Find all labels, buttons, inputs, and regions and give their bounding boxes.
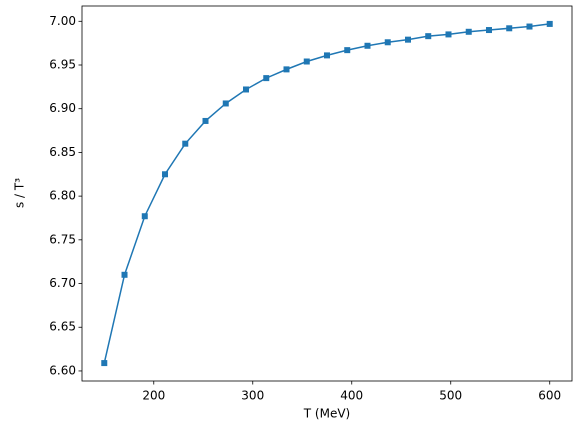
marker xyxy=(526,23,533,30)
y-tick-label: 6.95 xyxy=(49,58,76,72)
marker xyxy=(465,28,472,35)
marker xyxy=(283,66,290,73)
y-tick-label: 6.80 xyxy=(49,189,76,203)
y-tick-label: 6.65 xyxy=(49,320,76,334)
x-tick-label: 200 xyxy=(142,389,165,403)
y-tick-label: 6.75 xyxy=(49,232,76,246)
marker xyxy=(384,39,391,46)
y-tick-label: 6.60 xyxy=(49,363,76,377)
marker xyxy=(101,360,108,367)
marker xyxy=(404,36,411,43)
marker xyxy=(202,117,209,124)
marker xyxy=(485,27,492,34)
x-tick-label: 500 xyxy=(439,389,462,403)
marker xyxy=(364,42,371,49)
marker xyxy=(445,31,452,38)
y-tick-label: 7.00 xyxy=(49,14,76,28)
y-axis-label: s / T³ xyxy=(13,178,27,208)
x-axis-label: T (MeV) xyxy=(303,407,350,421)
marker xyxy=(344,47,351,54)
marker xyxy=(546,20,553,27)
x-tick-label: 400 xyxy=(340,389,363,403)
x-tick-label: 300 xyxy=(241,389,264,403)
marker xyxy=(506,25,513,32)
marker xyxy=(162,171,169,178)
axes-frame xyxy=(81,5,573,382)
marker xyxy=(243,86,250,93)
marker xyxy=(141,213,148,220)
x-tick-label: 600 xyxy=(538,389,561,403)
y-tick-label: 6.70 xyxy=(49,276,76,290)
y-tick-label: 6.85 xyxy=(49,145,76,159)
marker xyxy=(222,100,229,107)
y-tick-label: 6.90 xyxy=(49,101,76,115)
series-line xyxy=(103,23,550,364)
marker xyxy=(121,271,128,278)
marker xyxy=(263,75,270,82)
marker xyxy=(324,52,330,59)
marker xyxy=(425,33,432,40)
marker xyxy=(303,58,310,65)
marker xyxy=(182,140,189,147)
